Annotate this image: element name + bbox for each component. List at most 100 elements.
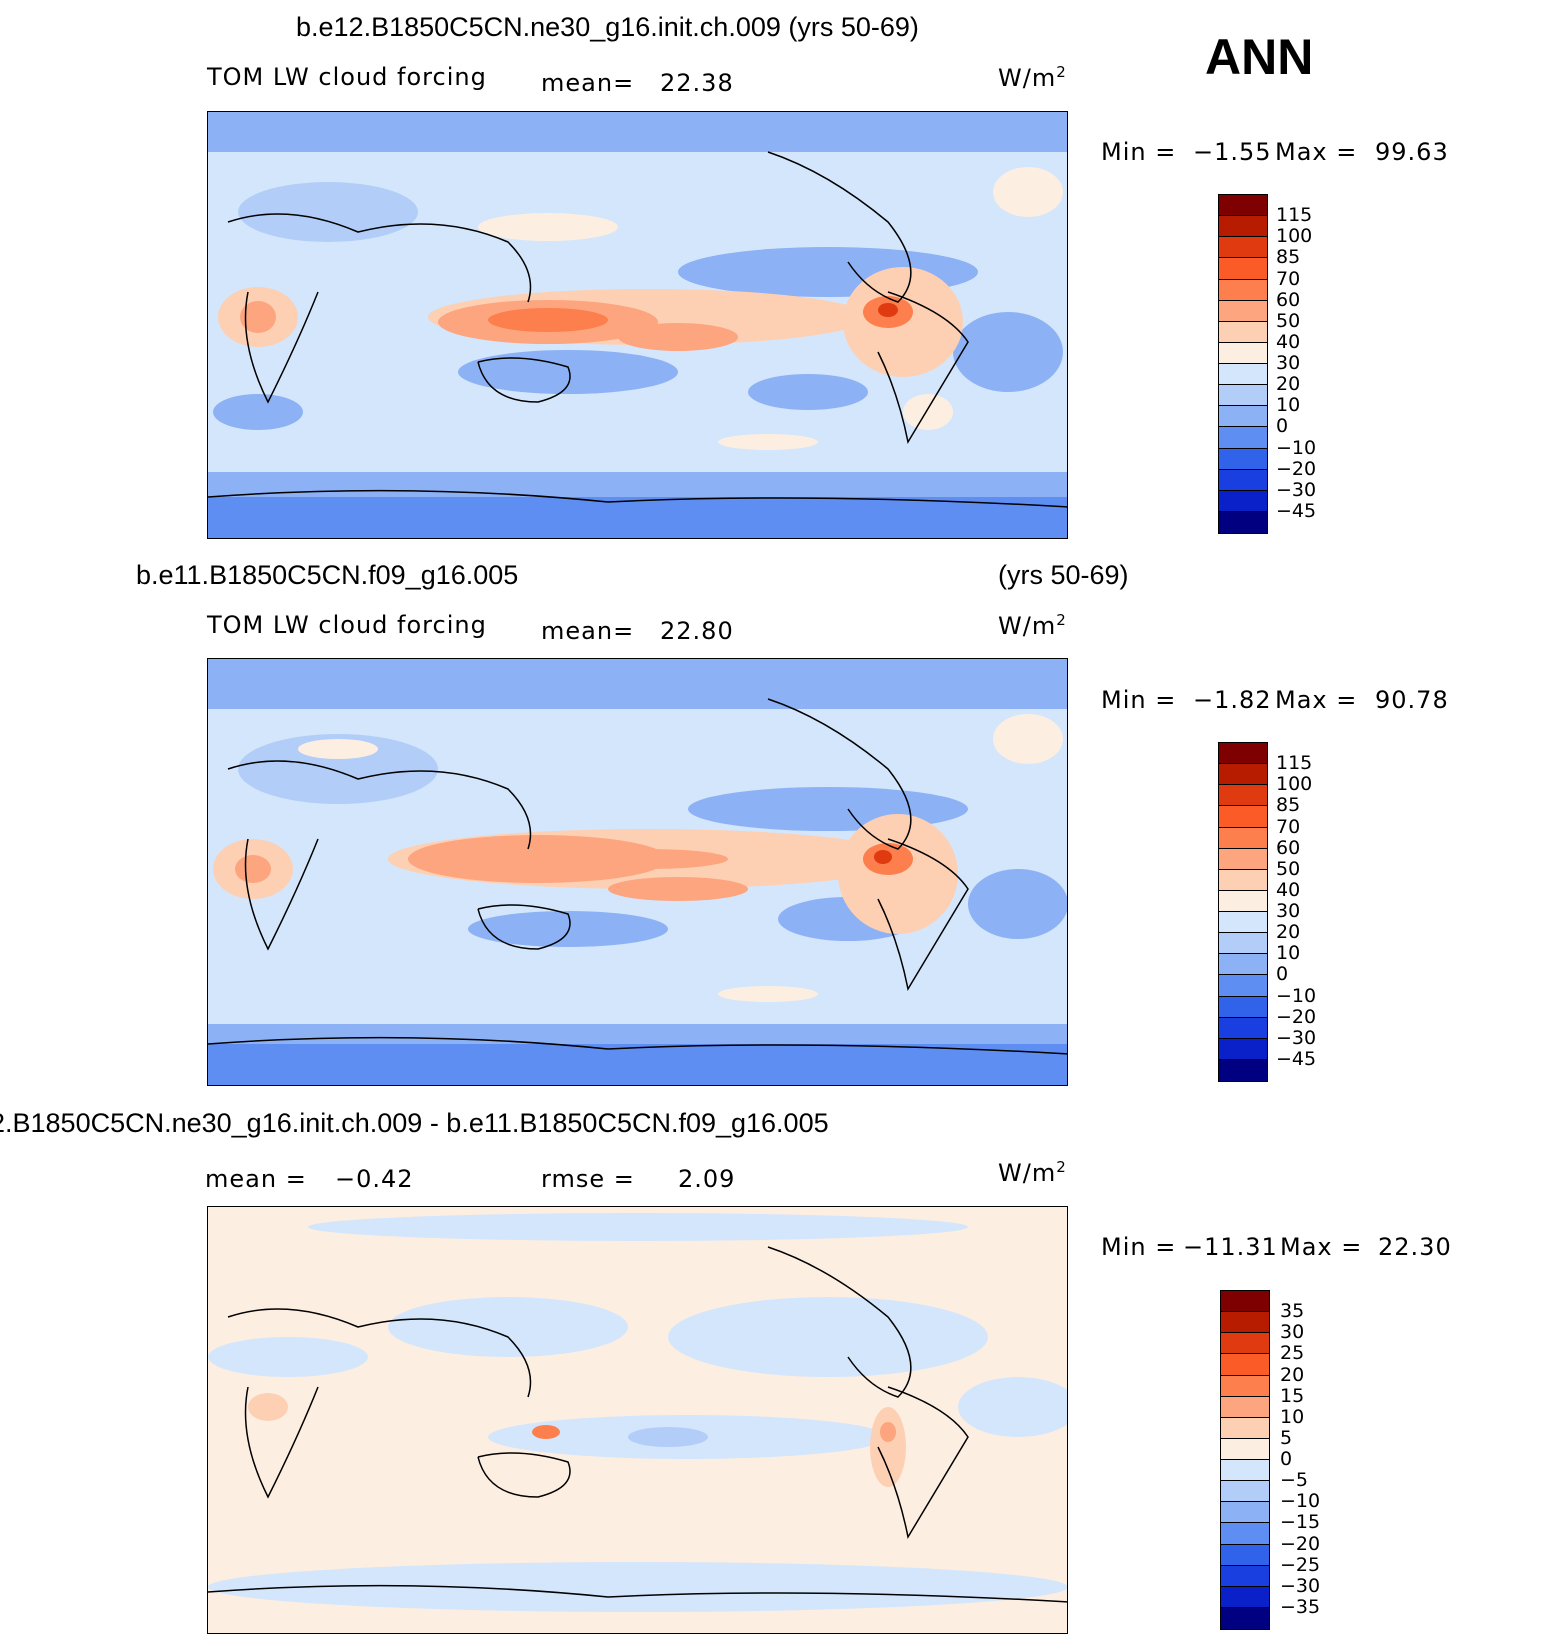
panel1-max-label: Max = bbox=[1275, 138, 1358, 166]
panel3-min-label: Min = bbox=[1101, 1233, 1177, 1261]
panel2-title-years: (yrs 50-69) bbox=[998, 560, 1129, 590]
colorbar-swatch bbox=[1219, 258, 1267, 280]
colorbar-swatch bbox=[1219, 448, 1267, 470]
panel2-max-label: Max = bbox=[1275, 686, 1358, 714]
colorbar-tick-label: 30 bbox=[1280, 1321, 1305, 1344]
panel2-mean-value: 22.80 bbox=[660, 617, 734, 645]
colorbar-swatch bbox=[1219, 848, 1267, 870]
colorbar-tick-label: −10 bbox=[1276, 436, 1317, 459]
colorbar-swatch bbox=[1221, 1354, 1269, 1376]
colorbar-swatch bbox=[1219, 827, 1267, 849]
colorbar-tick-label: 10 bbox=[1280, 1405, 1305, 1428]
colorbar-swatch bbox=[1219, 764, 1267, 786]
colorbar-tick-label: 115 bbox=[1276, 752, 1313, 775]
panel1-map bbox=[207, 111, 1068, 539]
colorbar-tick-label: 0 bbox=[1276, 415, 1289, 438]
colorbar-tick-label: 15 bbox=[1280, 1384, 1305, 1407]
panel3-units: W/m2 bbox=[998, 1158, 1067, 1187]
colorbar-tick-label: 100 bbox=[1276, 773, 1313, 796]
panel3-rmse-value: 2.09 bbox=[678, 1165, 736, 1193]
colorbar-swatch bbox=[1219, 427, 1267, 449]
colorbar-swatch bbox=[1221, 1291, 1269, 1313]
colorbar-tick-label: −10 bbox=[1276, 984, 1317, 1007]
colorbar-swatch bbox=[1219, 975, 1267, 997]
colorbar-tick-label: 85 bbox=[1276, 246, 1301, 269]
panel3-mean-label: mean = bbox=[205, 1165, 307, 1193]
colorbar-tick-label: −30 bbox=[1276, 478, 1317, 501]
colorbar-swatch bbox=[1219, 469, 1267, 491]
colorbar-tick-label: 100 bbox=[1276, 225, 1313, 248]
colorbar-swatch bbox=[1219, 195, 1267, 217]
colorbar-tick-label: −35 bbox=[1280, 1595, 1321, 1618]
colorbar-swatch bbox=[1219, 743, 1267, 765]
colorbar-swatch bbox=[1219, 996, 1267, 1018]
colorbar-swatch bbox=[1221, 1375, 1269, 1397]
panel2-variable: TOM LW cloud forcing bbox=[207, 611, 487, 639]
panel1-mean-value: 22.38 bbox=[660, 69, 734, 97]
colorbar-swatch bbox=[1219, 1038, 1267, 1060]
colorbar-tick-label: −30 bbox=[1276, 1026, 1317, 1049]
panel2-units: W/m2 bbox=[998, 611, 1067, 640]
panel3-title: 2.B1850C5CN.ne30_g16.init.ch.009 - b.e11… bbox=[0, 1108, 829, 1138]
panel1-min-label: Min = bbox=[1101, 138, 1177, 166]
colorbar-swatch bbox=[1221, 1438, 1269, 1460]
colorbar-tick-label: 40 bbox=[1276, 878, 1301, 901]
panel3-rmse-label: rmse = bbox=[541, 1165, 635, 1193]
panel2-map bbox=[207, 658, 1068, 1086]
panel2-mean-label: mean= bbox=[541, 617, 635, 645]
colorbar-swatch bbox=[1219, 912, 1267, 934]
colorbar-swatch bbox=[1221, 1607, 1269, 1629]
colorbar-swatch bbox=[1221, 1565, 1269, 1587]
colorbar-tick-label: 20 bbox=[1276, 373, 1301, 396]
colorbar-swatch bbox=[1221, 1396, 1269, 1418]
colorbar-tick-label: −30 bbox=[1280, 1574, 1321, 1597]
colorbar-tick-label: −45 bbox=[1276, 1047, 1317, 1070]
colorbar-tick-label: 30 bbox=[1276, 900, 1301, 922]
colorbar-tick-label: 20 bbox=[1280, 1363, 1305, 1386]
panel2-colorbar bbox=[1218, 742, 1268, 1082]
colorbar-swatch bbox=[1219, 933, 1267, 955]
colorbar-swatch bbox=[1221, 1333, 1269, 1355]
panel1-variable: TOM LW cloud forcing bbox=[207, 63, 487, 91]
panel1-title: b.e12.B1850C5CN.ne30_g16.init.ch.009 (yr… bbox=[296, 12, 919, 42]
colorbar-swatch bbox=[1219, 406, 1267, 428]
colorbar-tick-label: 25 bbox=[1280, 1342, 1305, 1365]
colorbar-swatch bbox=[1221, 1481, 1269, 1503]
colorbar-swatch bbox=[1219, 216, 1267, 238]
colorbar-swatch bbox=[1221, 1586, 1269, 1608]
colorbar-tick-label: −20 bbox=[1276, 457, 1317, 480]
panel1-colorbar bbox=[1218, 194, 1268, 534]
colorbar-swatch bbox=[1221, 1502, 1269, 1524]
colorbar-tick-label: 10 bbox=[1276, 394, 1301, 417]
colorbar-swatch bbox=[1219, 1017, 1267, 1039]
colorbar-tick-label: 70 bbox=[1276, 267, 1301, 290]
panel3-mean-value: −0.42 bbox=[335, 1165, 414, 1193]
panel2-title: b.e11.B1850C5CN.f09_g16.005 bbox=[136, 560, 519, 590]
panel1-units: W/m2 bbox=[998, 63, 1067, 92]
colorbar-swatch bbox=[1219, 806, 1267, 828]
colorbar-swatch bbox=[1219, 890, 1267, 912]
panel3-map bbox=[207, 1206, 1068, 1634]
colorbar-swatch bbox=[1219, 490, 1267, 512]
colorbar-swatch bbox=[1219, 954, 1267, 976]
colorbar-swatch bbox=[1219, 321, 1267, 343]
colorbar-swatch bbox=[1219, 342, 1267, 364]
colorbar-tick-label: 0 bbox=[1276, 963, 1289, 986]
colorbar-tick-label: −15 bbox=[1280, 1511, 1321, 1534]
colorbar-swatch bbox=[1219, 869, 1267, 891]
panel3-min-value: −11.31 bbox=[1183, 1233, 1278, 1261]
colorbar-tick-label: −10 bbox=[1280, 1490, 1321, 1513]
panel2-min-label: Min = bbox=[1101, 686, 1177, 714]
colorbar-tick-label: 0 bbox=[1280, 1448, 1293, 1470]
colorbar-tick-label: 50 bbox=[1276, 857, 1301, 880]
panel1-mean-label: mean= bbox=[541, 69, 635, 97]
colorbar-tick-label: 35 bbox=[1280, 1300, 1305, 1323]
colorbar-tick-label: 40 bbox=[1276, 330, 1301, 353]
colorbar-swatch bbox=[1219, 364, 1267, 386]
colorbar-tick-label: 85 bbox=[1276, 794, 1301, 817]
colorbar-swatch bbox=[1221, 1523, 1269, 1545]
panel2-min-value: −1.82 bbox=[1193, 686, 1272, 714]
panel1-min-value: −1.55 bbox=[1193, 138, 1272, 166]
colorbar-tick-label: 60 bbox=[1276, 288, 1301, 311]
colorbar-tick-label: 20 bbox=[1276, 921, 1301, 944]
